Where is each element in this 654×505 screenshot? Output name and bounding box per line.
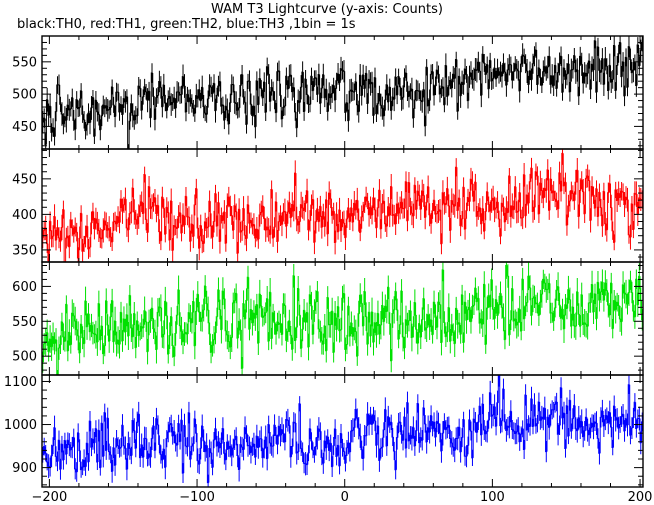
x-tick-label: −100 (179, 490, 215, 505)
series-line-th0 (42, 36, 643, 149)
x-tick-label: −200 (32, 490, 68, 505)
y-tick-label: 600 (12, 280, 37, 295)
x-tick-label: 200 (628, 490, 653, 505)
y-tick-label: 500 (12, 88, 37, 103)
y-tick-label: 500 (12, 350, 37, 365)
y-tick-label: 400 (12, 208, 37, 223)
panel-frame-th0 (41, 35, 644, 150)
panel-frame-th3 (41, 374, 644, 488)
series-line-th3 (42, 375, 643, 487)
chart-title: WAM T3 Lightcurve (y-axis: Counts) (211, 2, 443, 17)
y-tick-label: 450 (12, 172, 37, 187)
series-line-th1 (42, 149, 643, 262)
y-tick-label: 550 (12, 55, 37, 70)
y-tick-label: 1000 (4, 418, 37, 433)
x-tick-label: 0 (341, 490, 349, 505)
y-tick-label: 1100 (4, 375, 37, 390)
y-tick-label: 900 (12, 461, 37, 476)
y-tick-label: 550 (12, 315, 37, 330)
x-tick-label: 100 (480, 490, 505, 505)
y-tick-label: 350 (12, 243, 37, 258)
chart-subtitle: black:TH0, red:TH1, green:TH2, blue:TH3 … (17, 17, 356, 32)
series-line-th2 (42, 262, 643, 375)
y-tick-label: 450 (12, 120, 37, 135)
